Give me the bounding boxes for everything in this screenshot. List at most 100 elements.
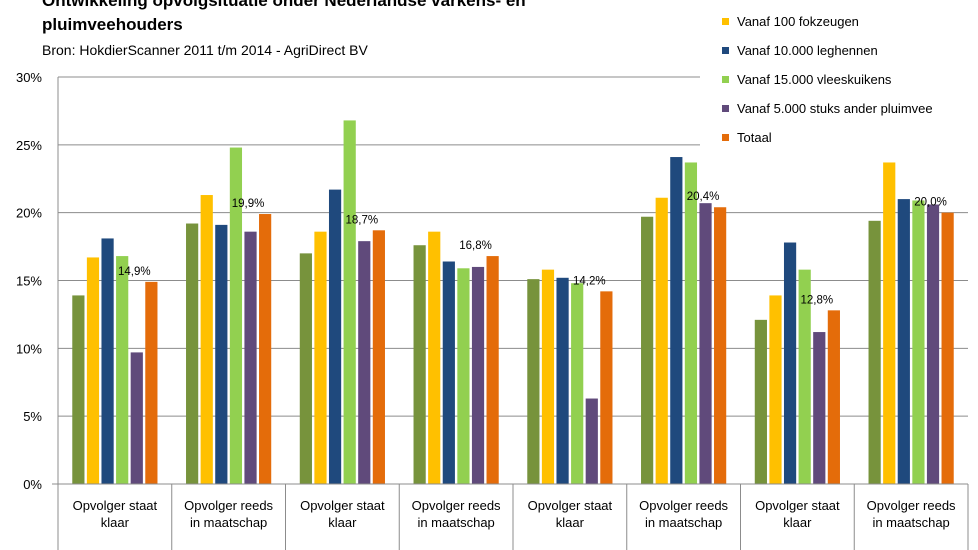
legend-background [700, 0, 968, 158]
bar [372, 230, 385, 484]
x-category-label: Opvolger staat [300, 498, 385, 513]
bar [641, 216, 654, 484]
bar [442, 261, 455, 484]
x-axis-categories: Opvolger staat klaar Opvolger reeds in maat… [73, 498, 956, 530]
x-category-label: Opvolger staat [528, 498, 613, 513]
legend-entry: Vanaf 10.000 leghennen [737, 43, 878, 58]
bar [244, 231, 257, 484]
data-label: 14,2% [573, 275, 606, 287]
bar [813, 332, 826, 484]
bar [457, 268, 470, 484]
legend-swatch [722, 47, 729, 54]
chart-title-line-1: Ontwikkeling opvolgsituatie onder Nederl… [42, 0, 526, 10]
y-axis-ticks: 0% 5% 10% 15% 20% 25% 30% [16, 70, 42, 492]
bar [798, 269, 811, 484]
chart-title-line-2: pluimveehouders [42, 15, 183, 34]
bar [897, 199, 910, 484]
bar [130, 352, 143, 484]
x-category-label: Opvolger reeds [867, 498, 956, 513]
x-category-label: Opvolger reeds [184, 498, 273, 513]
x-category-label: klaar [783, 515, 812, 530]
y-tick-label: 0% [23, 477, 42, 492]
bar [868, 220, 881, 484]
data-label: 19,9% [232, 198, 265, 210]
bar [670, 157, 683, 484]
y-tick-label: 25% [16, 138, 42, 153]
data-label: 18,7% [345, 214, 378, 226]
legend-swatch [722, 18, 729, 25]
data-label: 12,8% [800, 294, 833, 306]
x-category-label: Opvolger staat [755, 498, 840, 513]
bar [486, 256, 499, 484]
bar [471, 266, 485, 484]
x-category-label: klaar [328, 515, 357, 530]
bar [116, 256, 129, 484]
bar [769, 295, 782, 484]
x-category-label: Opvolger staat [73, 498, 158, 513]
legend-entry: Vanaf 5.000 stuks ander pluimvee [737, 101, 933, 116]
x-category-label: in maatschap [645, 515, 722, 530]
bar [299, 253, 312, 484]
bar [783, 242, 797, 484]
data-label: 20,4% [687, 191, 720, 203]
legend: Vanaf 100 fokzeugen Vanaf 10.000 leghenne… [700, 0, 968, 158]
data-label: 16,8% [459, 240, 492, 252]
chart-subtitle: Bron: HokdierScanner 2011 t/m 2014 - Agr… [42, 42, 368, 58]
bar [754, 319, 767, 484]
bar [259, 214, 272, 485]
bar [428, 231, 441, 484]
bar [655, 197, 668, 484]
bar [86, 257, 100, 484]
legend-swatch [722, 105, 729, 112]
bars [72, 120, 954, 485]
legend-swatch [722, 134, 729, 141]
bar [600, 291, 613, 484]
data-label: 20,0% [914, 197, 947, 209]
y-tick-label: 5% [23, 409, 42, 424]
y-tick-label: 30% [16, 70, 42, 85]
bar [72, 295, 85, 484]
bar [413, 245, 426, 484]
data-labels: 14,9% 19,9% 18,7% 16,8% 14,2% 20,4% 12,8% 20,0% [118, 191, 947, 306]
bar [585, 398, 598, 484]
bar [912, 200, 925, 484]
legend-entry: Vanaf 100 fokzeugen [737, 14, 859, 29]
bar [699, 203, 712, 485]
bar [200, 195, 213, 484]
bar [527, 279, 540, 484]
bar [571, 283, 584, 484]
bar [229, 147, 243, 484]
x-category-label: in maatschap [190, 515, 267, 530]
bar [541, 269, 555, 484]
legend-entry: Vanaf 15.000 vleeskuikens [737, 72, 892, 87]
y-tick-label: 10% [16, 341, 42, 356]
x-category-label: in maatschap [872, 515, 949, 530]
x-category-label: in maatschap [417, 515, 494, 530]
data-label: 14,9% [118, 266, 151, 278]
x-category-label: klaar [556, 515, 585, 530]
bar [215, 224, 228, 485]
legend-swatch [722, 76, 729, 83]
x-category-label: Opvolger reeds [639, 498, 728, 513]
bar [145, 281, 158, 484]
bar [328, 189, 342, 484]
bar [101, 238, 114, 484]
bar [186, 223, 199, 484]
x-category-label: klaar [101, 515, 130, 530]
x-category-label: Opvolger reeds [412, 498, 501, 513]
bar [684, 162, 698, 484]
bar [941, 212, 954, 484]
bar [343, 120, 356, 484]
bar [883, 162, 896, 484]
bar [926, 204, 940, 484]
bar [714, 207, 727, 485]
bar [314, 231, 327, 484]
x-axis [52, 77, 969, 550]
y-tick-label: 20% [16, 206, 42, 221]
bar [358, 241, 371, 484]
bar [556, 277, 569, 484]
legend-entry: Totaal [737, 130, 772, 145]
y-tick-label: 15% [16, 274, 42, 289]
bar [827, 310, 840, 484]
